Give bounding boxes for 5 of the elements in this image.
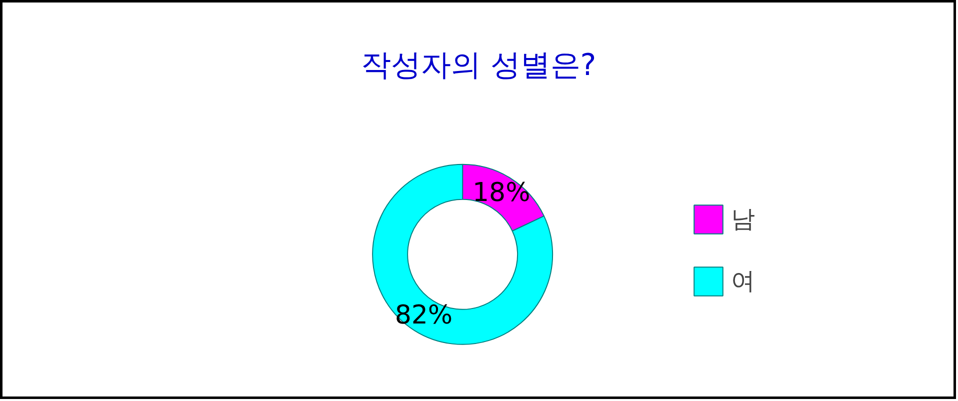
- legend-label: 남: [731, 204, 755, 235]
- chart-title: 작성자의 성별은?: [360, 48, 596, 83]
- legend-label: 여: [731, 266, 755, 297]
- data-label: 82%: [394, 300, 453, 331]
- data-label: 18%: [472, 178, 530, 208]
